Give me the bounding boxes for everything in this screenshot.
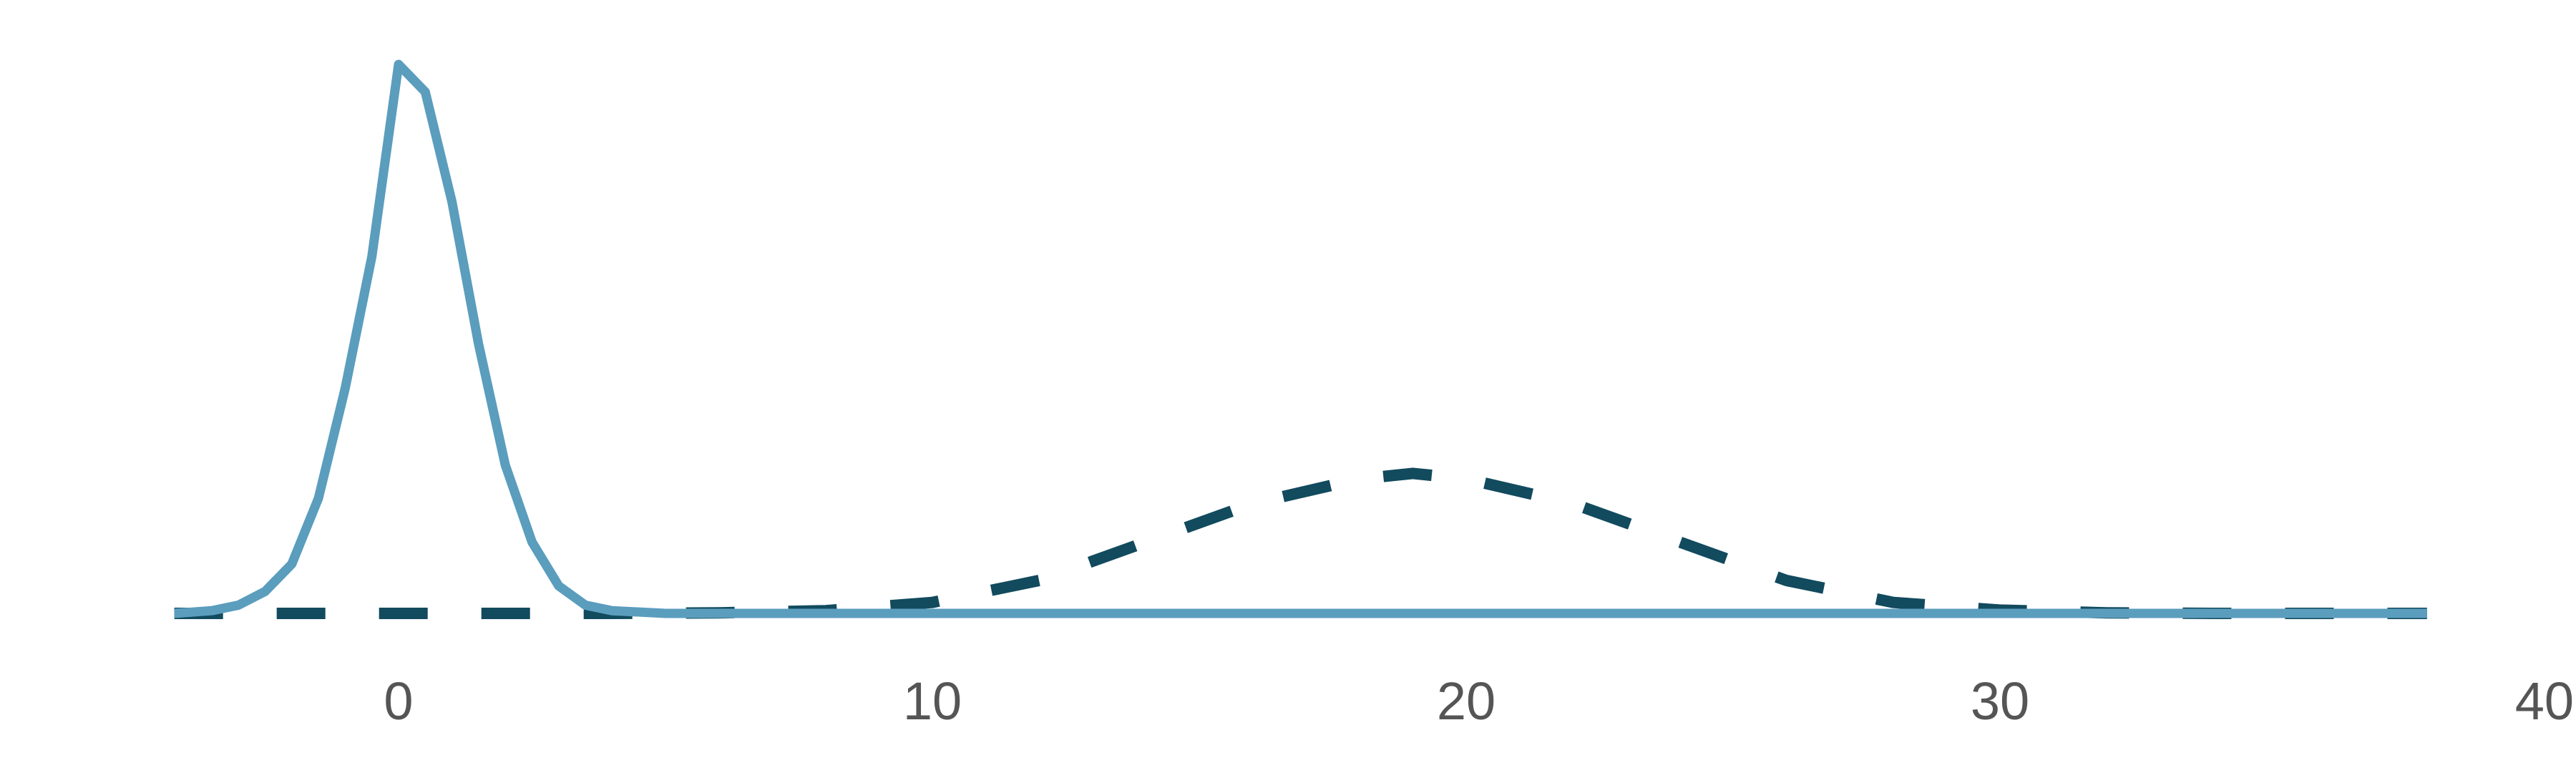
series-layer (174, 59, 2427, 619)
x-axis-ticks: 0 10 20 30 40 (384, 671, 2574, 731)
x-tick-label: 0 (384, 671, 413, 731)
x-tick-label: 10 (903, 671, 962, 731)
x-tick-label: 20 (1437, 671, 1496, 731)
x-tick-label: 40 (2515, 671, 2574, 731)
x-tick-label: 30 (1971, 671, 2029, 731)
series-line-solid (174, 59, 2427, 618)
